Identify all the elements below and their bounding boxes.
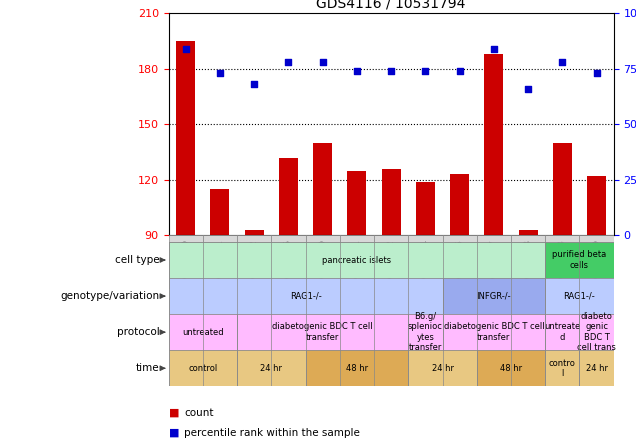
Bar	[237, 314, 408, 350]
Text: GSM641884: GSM641884	[421, 240, 430, 294]
Text: diabetogenic BDC T cell
transfer: diabetogenic BDC T cell transfer	[443, 322, 544, 342]
Point	[420, 67, 431, 75]
Bar	[382, 169, 401, 235]
Point	[591, 70, 602, 77]
Point	[352, 67, 362, 75]
Bar	[443, 278, 545, 314]
Bar	[511, 235, 545, 289]
Text: diabeto
genic
BDC T
cell trans: diabeto genic BDC T cell trans	[577, 312, 616, 352]
Bar	[579, 314, 614, 350]
Text: control: control	[188, 364, 218, 373]
Bar	[408, 314, 443, 350]
Bar	[545, 314, 579, 350]
Bar	[408, 350, 477, 386]
Bar	[169, 350, 237, 386]
Point	[249, 81, 259, 88]
Point	[523, 85, 533, 92]
Bar	[347, 170, 366, 235]
Text: time: time	[136, 363, 160, 373]
Title: GDS4116 / 10531794: GDS4116 / 10531794	[317, 0, 466, 11]
Point	[317, 59, 328, 66]
Point	[215, 70, 225, 77]
Text: GSM641887: GSM641887	[489, 240, 499, 294]
Bar	[408, 235, 443, 289]
Point	[557, 59, 567, 66]
Text: genotype/variation: genotype/variation	[60, 291, 160, 301]
Text: GSM641886: GSM641886	[284, 240, 293, 294]
Text: untreate
d: untreate d	[544, 322, 581, 342]
Bar	[169, 278, 443, 314]
Text: percentile rank within the sample: percentile rank within the sample	[184, 428, 361, 438]
Bar	[169, 235, 203, 289]
Text: untreated: untreated	[182, 328, 224, 337]
Text: ■: ■	[169, 408, 179, 418]
Text: B6.g/
splenioc
ytes
transfer: B6.g/ splenioc ytes transfer	[408, 312, 443, 352]
Text: GSM641892: GSM641892	[387, 240, 396, 294]
Bar	[416, 182, 435, 235]
Bar	[305, 350, 408, 386]
Bar	[237, 235, 272, 289]
Bar	[374, 235, 408, 289]
Bar	[237, 350, 305, 386]
Point	[181, 45, 191, 52]
Bar	[545, 235, 579, 289]
Text: GSM641890: GSM641890	[318, 240, 327, 294]
Text: GSM641883: GSM641883	[558, 240, 567, 294]
Text: protocol: protocol	[117, 327, 160, 337]
Text: RAG1-/-: RAG1-/-	[289, 292, 321, 301]
Point	[489, 45, 499, 52]
Text: diabetogenic BDC T cell
transfer: diabetogenic BDC T cell transfer	[272, 322, 373, 342]
Bar	[485, 54, 503, 235]
Bar	[519, 230, 537, 235]
Bar	[450, 174, 469, 235]
Text: ■: ■	[169, 428, 179, 438]
Text: purified beta
cells: purified beta cells	[553, 250, 607, 270]
Bar	[272, 235, 305, 289]
Bar	[245, 230, 263, 235]
Bar	[203, 235, 237, 289]
Text: cell type: cell type	[115, 255, 160, 265]
Point	[386, 67, 396, 75]
Text: GSM641889: GSM641889	[592, 240, 601, 294]
Text: 48 hr: 48 hr	[500, 364, 522, 373]
Bar	[340, 235, 374, 289]
Bar	[314, 143, 332, 235]
Bar	[553, 143, 572, 235]
Bar	[443, 235, 477, 289]
Text: GSM641885: GSM641885	[455, 240, 464, 294]
Bar	[545, 350, 579, 386]
Bar	[587, 176, 606, 235]
Bar	[443, 314, 545, 350]
Bar	[279, 158, 298, 235]
Text: 48 hr: 48 hr	[346, 364, 368, 373]
Bar	[176, 41, 195, 235]
Text: 24 hr: 24 hr	[260, 364, 282, 373]
Bar	[477, 350, 545, 386]
Text: GSM641881: GSM641881	[216, 240, 225, 294]
Text: 24 hr: 24 hr	[431, 364, 453, 373]
Bar	[169, 314, 237, 350]
Text: pancreatic islets: pancreatic islets	[322, 255, 391, 265]
Text: GSM641888: GSM641888	[523, 240, 532, 294]
Text: 24 hr: 24 hr	[586, 364, 607, 373]
Point	[283, 59, 293, 66]
Point	[455, 67, 465, 75]
Bar	[477, 235, 511, 289]
Text: GSM641882: GSM641882	[250, 240, 259, 294]
Bar	[305, 235, 340, 289]
Text: GSM641891: GSM641891	[352, 240, 361, 294]
Text: contro
l: contro l	[549, 359, 576, 378]
Bar	[211, 189, 230, 235]
Bar	[169, 242, 545, 278]
Bar	[579, 350, 614, 386]
Text: count: count	[184, 408, 214, 418]
Bar	[579, 235, 614, 289]
Text: INFGR-/-: INFGR-/-	[476, 292, 511, 301]
Bar	[545, 278, 614, 314]
Text: GSM641880: GSM641880	[181, 240, 190, 294]
Text: RAG1-/-: RAG1-/-	[563, 292, 595, 301]
Bar	[545, 242, 614, 278]
